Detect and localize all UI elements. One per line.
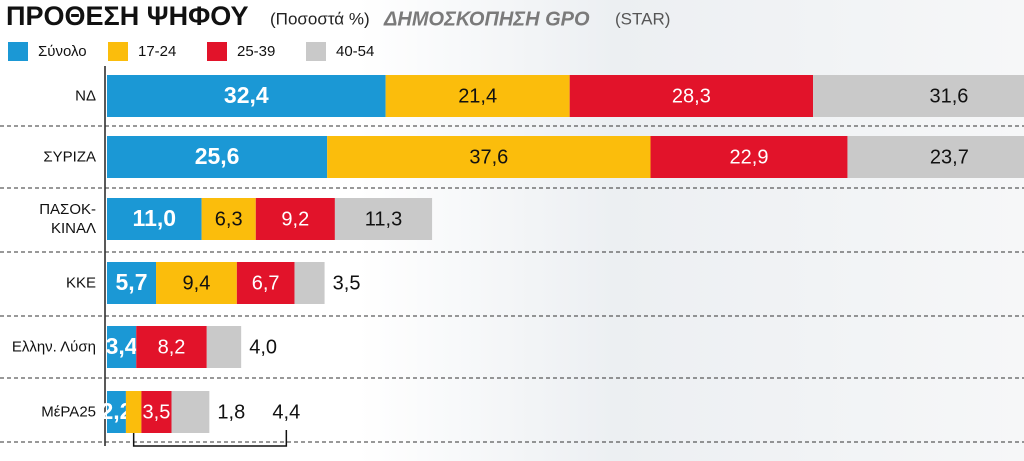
value-label: 5,7 (116, 269, 148, 295)
bar-segment (334, 198, 433, 240)
bar-segment (107, 136, 328, 178)
legend-swatch (8, 42, 28, 61)
value-label: 9,4 (183, 272, 211, 294)
bar-segment (569, 75, 814, 117)
legend-label: 17-24 (138, 43, 176, 60)
source: ΔΗΜΟΣΚΟΠΗΣΗ GPO (383, 8, 590, 30)
value-label: 22,9 (730, 146, 769, 168)
value-label: 32,4 (224, 82, 269, 108)
legend-label: 25-39 (237, 43, 275, 60)
value-label: 6,7 (252, 272, 280, 294)
bar-segment (255, 198, 335, 240)
bar-segment (201, 198, 256, 240)
legend-swatch (207, 42, 227, 61)
category-label: ΚΚΕ (65, 274, 96, 292)
legend-swatch (306, 42, 326, 61)
bar-segment (156, 262, 237, 304)
category-label: Ελλην. Λύση (11, 338, 96, 356)
value-label: 3,5 (333, 272, 361, 294)
bar-segment (107, 326, 137, 368)
value-label: 3,5 (143, 401, 171, 423)
chart-title: ΠΡΟΘΕΣΗ ΨΗΦΟΥ (6, 1, 249, 31)
value-label: 6,3 (215, 208, 243, 230)
bar-segment (107, 198, 202, 240)
legend-swatch (108, 42, 128, 61)
legend-label: 40-54 (336, 43, 374, 60)
value-label: 4,0 (249, 336, 277, 358)
value-label: 9,2 (281, 208, 309, 230)
source-note: (STAR) (615, 9, 670, 28)
bar-segment (813, 75, 1024, 117)
bar-segment (107, 391, 126, 433)
bar-segment (125, 391, 142, 433)
subtitle: (Ποσοστά %) (270, 9, 370, 28)
legend-label: Σύνολο (38, 43, 87, 60)
bar-segment (107, 75, 386, 117)
value-label: 4,4 (272, 401, 300, 423)
value-label: 11,3 (365, 208, 402, 230)
callout-line (132, 430, 288, 447)
value-label: 21,4 (458, 85, 497, 107)
value-label: 37,6 (469, 146, 508, 168)
category-label: ΠΑΣΟΚ-ΚΙΝΑΛ (39, 201, 96, 237)
bar-segment (141, 391, 172, 433)
value-label: 23,7 (930, 146, 969, 168)
value-label: 28,3 (672, 85, 711, 107)
bar-segment (294, 262, 325, 304)
category-label: ΣΥΡΙΖΑ (43, 148, 96, 166)
value-label: 3,4 (106, 333, 138, 359)
value-label: 11,0 (133, 205, 177, 231)
bar-segment (136, 326, 207, 368)
bar-segment (107, 262, 157, 304)
bar-segment (171, 391, 210, 433)
value-label: 31,6 (929, 85, 968, 107)
value-label: 25,6 (195, 143, 240, 169)
bar-segment (385, 75, 570, 117)
bar-segment (236, 262, 295, 304)
value-label: 1,8 (217, 401, 245, 423)
value-label: 8,2 (158, 336, 186, 358)
bar-segment (206, 326, 242, 368)
bar-segment (650, 136, 848, 178)
category-label: ΝΔ (75, 87, 96, 105)
bar-segment (327, 136, 651, 178)
bar-segment (847, 136, 1024, 178)
category-label: ΜέΡΑ25 (41, 403, 96, 421)
